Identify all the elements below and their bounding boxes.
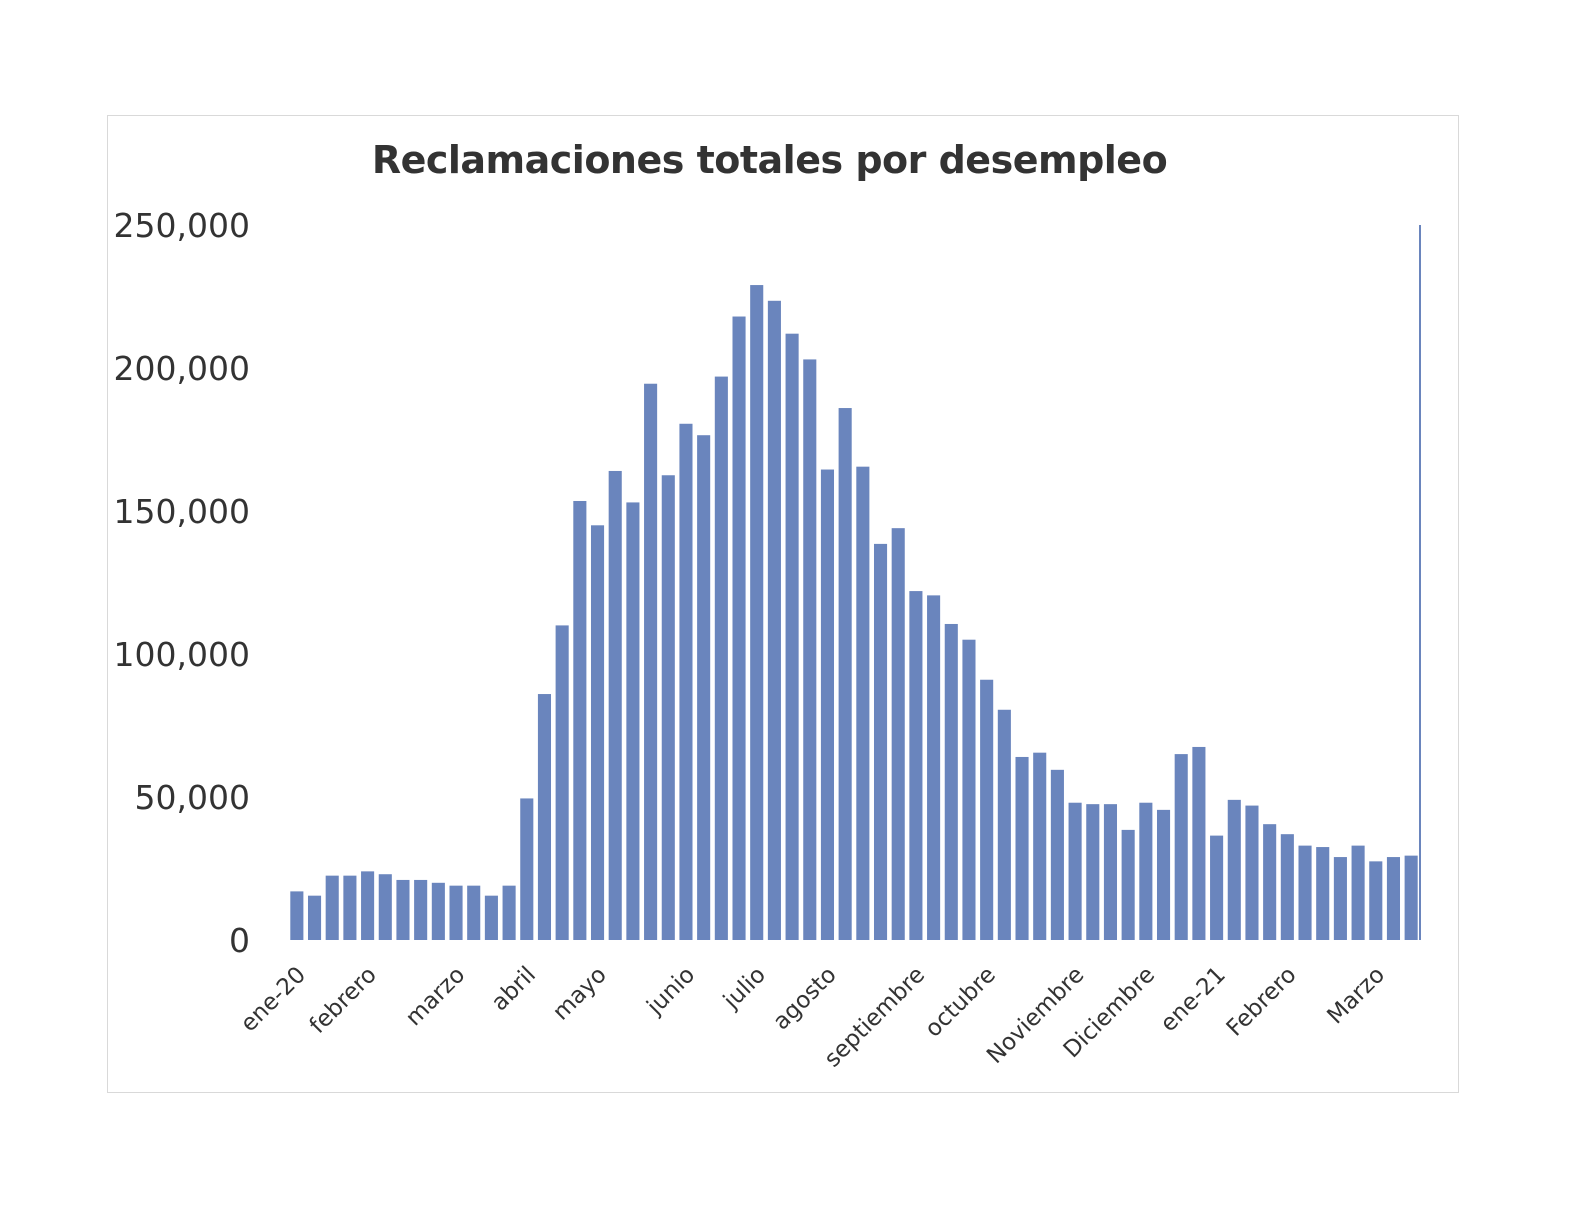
y-tick-label: 250,000 <box>114 206 250 245</box>
bar-58 <box>1316 847 1330 940</box>
bar-1 <box>307 895 322 940</box>
bar-45 <box>1086 804 1100 940</box>
bar-2 <box>325 875 339 940</box>
bar-43 <box>1050 769 1064 940</box>
chart-title: Reclamaciones totales por desempleo <box>371 138 1168 182</box>
bar-3 <box>343 875 357 940</box>
bar-17 <box>590 525 605 940</box>
bar-48 <box>1139 802 1153 940</box>
bar-46 <box>1103 804 1118 940</box>
bar-52 <box>1210 835 1224 940</box>
y-tick-label: 150,000 <box>114 492 250 531</box>
x-tick-label: agosto <box>768 962 841 1035</box>
bar-61 <box>1369 861 1383 940</box>
bar-30 <box>820 469 835 940</box>
bars-group <box>290 285 1418 941</box>
bar-33 <box>873 543 888 940</box>
y-tick-label: 0 <box>229 921 250 960</box>
bar-36 <box>927 595 941 940</box>
bar-63 <box>1404 855 1418 940</box>
bar-35 <box>909 591 923 940</box>
bar-41 <box>1015 756 1029 940</box>
bar-44 <box>1068 802 1082 940</box>
x-tick-label: ene-21 <box>1156 962 1231 1037</box>
bar-10 <box>467 885 481 940</box>
x-tick-label: ene-20 <box>236 962 311 1037</box>
x-tick-label: abril <box>487 962 541 1016</box>
bar-57 <box>1298 845 1312 940</box>
bar-21 <box>661 475 675 940</box>
y-tick-label: 50,000 <box>135 778 250 817</box>
bar-22 <box>679 423 693 940</box>
bar-20 <box>644 383 658 941</box>
bar-13 <box>520 798 534 940</box>
bar-29 <box>803 359 817 940</box>
bar-47 <box>1121 829 1135 940</box>
bar-59 <box>1333 857 1347 940</box>
bar-60 <box>1351 845 1365 940</box>
bar-12 <box>502 885 516 940</box>
bar-25 <box>732 316 746 940</box>
bar-26 <box>750 285 764 940</box>
bar-8 <box>431 882 445 940</box>
bar-24 <box>714 376 728 941</box>
x-tick-label: febrero <box>305 962 382 1039</box>
bar-55 <box>1263 824 1277 940</box>
bar-0 <box>290 891 304 940</box>
bar-32 <box>856 466 870 940</box>
bar-39 <box>980 679 994 940</box>
x-tick-label: Febrero <box>1222 962 1302 1042</box>
bar-4 <box>361 871 375 940</box>
bar-50 <box>1174 754 1188 940</box>
bar-27 <box>767 300 781 940</box>
x-tick-label: mayo <box>548 962 612 1026</box>
y-tick-label: 100,000 <box>114 635 250 674</box>
bar-34 <box>891 528 905 940</box>
bar-56 <box>1280 834 1294 940</box>
bar-42 <box>1033 752 1047 940</box>
y-tick-label: 200,000 <box>114 349 250 388</box>
bar-16 <box>573 500 587 940</box>
bar-14 <box>537 694 552 940</box>
bar-38 <box>962 639 976 940</box>
bar-49 <box>1156 809 1171 940</box>
bar-5 <box>378 874 392 940</box>
bar-62 <box>1386 857 1401 940</box>
bar-54 <box>1245 805 1259 940</box>
bar-9 <box>449 885 463 940</box>
bar-11 <box>484 895 498 940</box>
y-axis-ticks: 0 50,000 100,000 150,000 200,000 250,000 <box>114 206 250 960</box>
bar-18 <box>608 470 622 940</box>
bar-31 <box>838 408 852 940</box>
bar-15 <box>555 625 569 940</box>
x-tick-label: Marzo <box>1322 962 1390 1030</box>
bar-28 <box>785 333 799 940</box>
bar-40 <box>997 709 1011 940</box>
x-tick-label: junio <box>642 962 701 1021</box>
x-tick-label: octubre <box>920 962 1001 1043</box>
bar-19 <box>626 502 640 940</box>
bar-37 <box>944 623 958 940</box>
x-tick-label: julio <box>718 962 771 1015</box>
bar-6 <box>396 879 410 940</box>
bar-23 <box>697 435 711 940</box>
x-tick-label: marzo <box>401 962 470 1031</box>
bar-53 <box>1227 799 1241 940</box>
bar-7 <box>414 879 428 940</box>
bar-51 <box>1192 746 1206 940</box>
